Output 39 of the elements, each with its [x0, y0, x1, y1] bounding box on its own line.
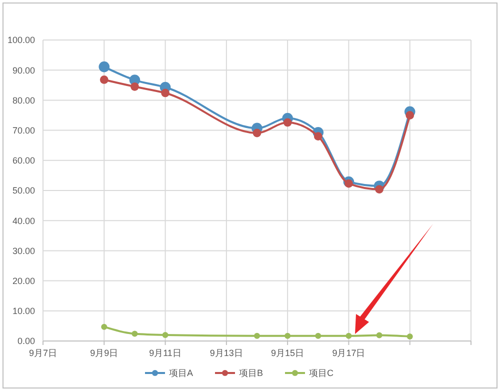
point — [130, 82, 139, 91]
point — [314, 132, 322, 141]
point — [346, 332, 352, 339]
legend-label: 项目C — [309, 368, 334, 378]
y-tick-label: 20.00 — [12, 276, 35, 286]
y-tick-label: 30.00 — [12, 246, 35, 256]
point — [101, 324, 108, 330]
legend-label: 项目B — [239, 368, 264, 378]
y-tick-label: 50.00 — [12, 186, 35, 196]
x-tick-label: 9月9日 — [90, 348, 118, 358]
y-tick-label: 70.00 — [12, 125, 35, 136]
point — [252, 128, 262, 138]
y-tick-label: 10.00 — [12, 306, 35, 316]
point — [376, 332, 382, 338]
point — [344, 179, 353, 188]
y-tick-label: 80.00 — [12, 95, 35, 106]
point — [98, 61, 110, 72]
point — [283, 118, 292, 127]
point — [406, 111, 414, 120]
y-tick-label: 0.00 — [17, 336, 35, 346]
x-tick-label: 9月17日 — [332, 348, 366, 358]
point — [406, 333, 413, 340]
point — [100, 76, 108, 84]
point — [284, 332, 291, 339]
point — [161, 88, 170, 98]
point — [315, 332, 322, 339]
y-tick-label: 60.00 — [12, 156, 35, 166]
x-tick-label: 9月7日 — [28, 348, 58, 358]
point — [375, 185, 384, 194]
y-tick-label: 90.00 — [12, 65, 35, 76]
x-tick-label: 9月11日 — [149, 348, 182, 358]
point — [132, 330, 138, 337]
point — [162, 332, 168, 338]
y-tick-label: 100.00 — [7, 35, 35, 46]
x-tick-label: 9月15日 — [271, 348, 304, 358]
x-tick-label: 9月13日 — [210, 348, 243, 358]
y-tick-label: 40.00 — [12, 216, 35, 226]
legend-label: 项目A — [169, 368, 194, 378]
point — [254, 332, 260, 339]
